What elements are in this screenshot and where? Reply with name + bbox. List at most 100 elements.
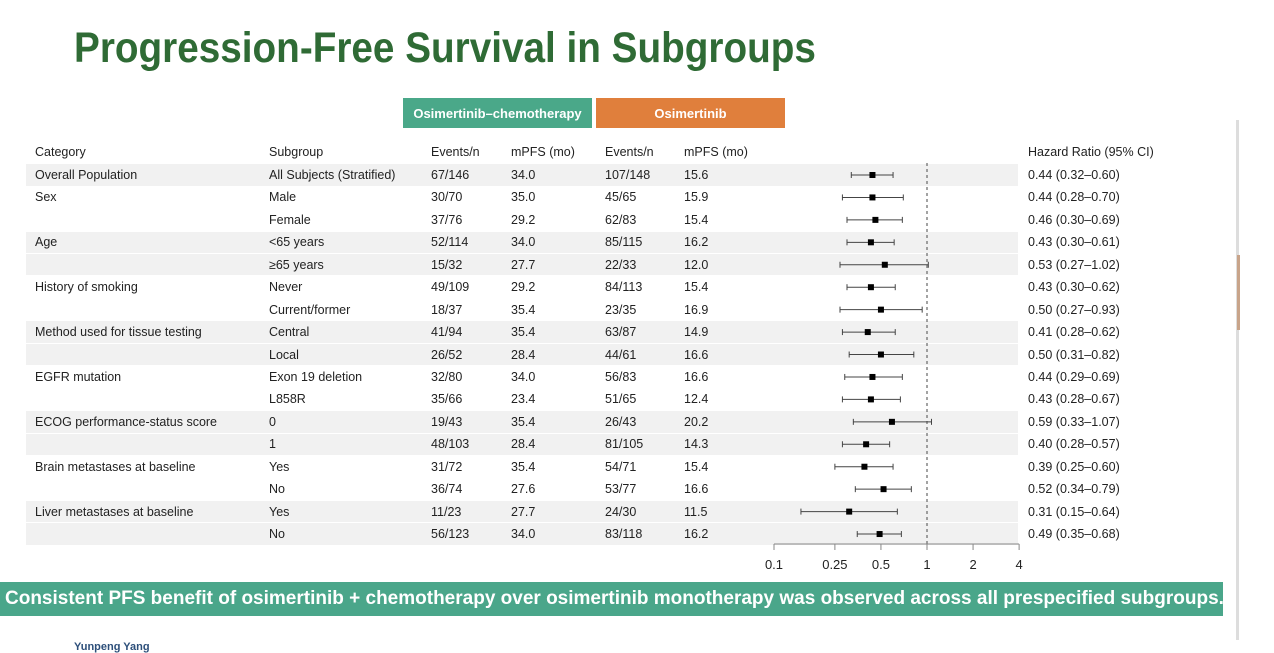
cell-m1: 34.0: [511, 527, 536, 542]
cell-subgroup: All Subjects (Stratified): [269, 168, 396, 182]
cell-ev2: 84/113: [605, 280, 643, 295]
cell-ev1: 15/32: [431, 257, 463, 272]
cell-ev1: 19/43: [431, 414, 463, 429]
cell-ev2: 53/77: [605, 482, 637, 497]
hr-point: [881, 261, 888, 268]
cell-m1: 35.4: [511, 414, 536, 429]
cell-m1: 23.4: [511, 392, 536, 407]
cell-hr-text: 0.59 (0.33–1.07): [1028, 414, 1120, 429]
hr-point: [877, 351, 884, 358]
cell-m2: 16.2: [684, 527, 709, 542]
cell-ev2: 107/148: [605, 168, 651, 182]
row-band: [26, 343, 1018, 366]
author-name: Yunpeng Yang: [74, 641, 150, 653]
arm-header-osimertinib-chemotherapy: Osimertinib–chemotherapy: [403, 98, 592, 128]
cell-category: History of smoking: [35, 280, 138, 295]
cell-hr-text: 0.44 (0.29–0.69): [1028, 369, 1120, 384]
row-band: [26, 231, 1018, 254]
cell-ev1: 52/114: [431, 235, 469, 250]
arm-header-osimertinib: Osimertinib: [596, 98, 785, 128]
x-tick-label: 1: [923, 557, 930, 572]
cell-hr-text: 0.44 (0.32–0.60): [1028, 168, 1120, 182]
cell-ev2: 54/71: [605, 459, 637, 474]
cell-category: Age: [35, 235, 58, 250]
cell-ev1: 48/103: [431, 437, 470, 452]
cell-ev1: 36/74: [431, 482, 463, 497]
x-tick-label: 0.25: [822, 557, 847, 572]
header-mpfs-arm2: mPFS (mo): [684, 145, 748, 159]
cell-m2: 14.9: [684, 325, 709, 340]
hr-point: [869, 194, 876, 201]
hr-point: [846, 508, 853, 515]
cell-m1: 28.4: [511, 347, 536, 362]
header-events-arm1: Events/n: [431, 145, 480, 159]
hr-point: [864, 329, 871, 336]
cell-m1: 29.2: [511, 212, 536, 227]
row-band: [26, 254, 1018, 276]
cell-m2: 11.5: [684, 504, 708, 519]
cell-ev1: 30/70: [431, 190, 463, 205]
cell-subgroup: Current/former: [269, 302, 351, 317]
hr-point: [872, 216, 879, 223]
cell-hr-text: 0.43 (0.30–0.62): [1028, 280, 1120, 295]
cell-ev2: 81/105: [605, 437, 644, 452]
hr-point: [880, 486, 887, 493]
row-band: [26, 433, 1018, 455]
cell-m2: 16.6: [684, 369, 709, 384]
cell-ev2: 83/118: [605, 527, 643, 542]
cell-ev2: 22/33: [605, 257, 637, 272]
cell-subgroup: L858R: [269, 392, 306, 407]
cell-subgroup: 0: [269, 414, 276, 429]
forest-plot: 0.1 0.25 0.5 1 2 4: [765, 163, 1023, 572]
cell-ev2: 62/83: [605, 212, 637, 227]
row-band: [26, 523, 1018, 545]
cell-m1: 35.4: [511, 459, 536, 474]
row-band: [26, 164, 1018, 186]
hr-point: [869, 373, 876, 380]
cell-hr-text: 0.50 (0.27–0.93): [1028, 302, 1120, 317]
hr-point: [867, 239, 874, 246]
cell-m1: 29.2: [511, 280, 536, 295]
cell-ev1: 37/76: [431, 212, 463, 227]
cell-ev1: 32/80: [431, 369, 463, 384]
row-band: [26, 500, 1018, 523]
cell-subgroup: 1: [269, 437, 276, 452]
cell-hr-text: 0.40 (0.28–0.57): [1028, 437, 1120, 452]
cell-hr-text: 0.31 (0.15–0.64): [1028, 504, 1120, 519]
cell-subgroup: Female: [269, 212, 311, 227]
cell-subgroup: Local: [269, 347, 299, 362]
cell-hr-text: 0.43 (0.28–0.67): [1028, 392, 1120, 407]
cell-ev1: 49/109: [431, 280, 470, 295]
cell-m2: 14.3: [684, 437, 709, 452]
cell-hr-text: 0.43 (0.30–0.61): [1028, 235, 1120, 250]
cell-ev1: 31/72: [431, 459, 463, 474]
cell-hr-text: 0.41 (0.28–0.62): [1028, 325, 1120, 340]
cell-ev1: 67/146: [431, 168, 470, 182]
cell-m1: 34.0: [511, 168, 536, 182]
cell-ev2: 63/87: [605, 325, 637, 340]
row-band: [26, 321, 1018, 343]
cell-ev1: 18/37: [431, 302, 463, 317]
cell-hr-text: 0.44 (0.28–0.70): [1028, 190, 1120, 205]
cell-category: Overall Population: [35, 168, 138, 182]
cell-m2: 15.6: [684, 168, 709, 182]
cell-ev2: 85/115: [605, 235, 643, 250]
x-tick-label: 2: [969, 557, 976, 572]
x-tick-label: 0.1: [765, 557, 783, 572]
cell-m1: 27.7: [511, 257, 536, 272]
hr-point: [869, 172, 876, 178]
hr-point: [888, 418, 895, 425]
cell-ev2: 45/65: [605, 190, 637, 205]
scroll-marker: [1237, 255, 1240, 330]
cell-ev1: 26/52: [431, 347, 463, 362]
hr-point: [863, 441, 870, 448]
cell-m1: 35.4: [511, 302, 536, 317]
hr-point: [867, 396, 874, 403]
cell-m1: 34.0: [511, 369, 536, 384]
cell-category: Sex: [35, 190, 57, 205]
hr-point: [876, 531, 883, 538]
cell-m2: 16.6: [684, 482, 709, 497]
cell-ev2: 56/83: [605, 369, 637, 384]
row-band: [26, 411, 1018, 433]
